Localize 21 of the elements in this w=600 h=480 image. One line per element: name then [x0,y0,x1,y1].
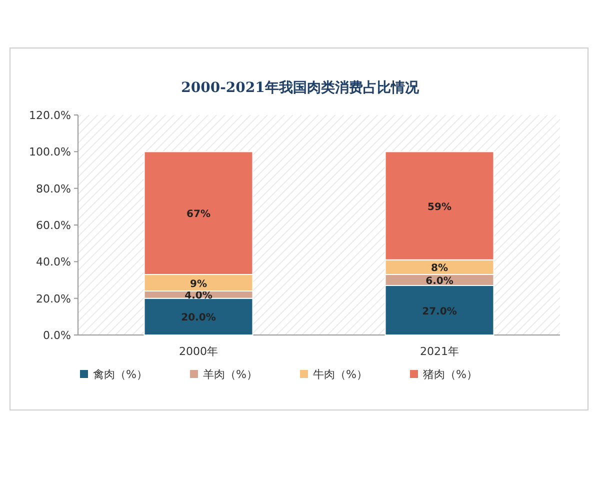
legend-label: 羊肉（%） [203,368,258,381]
data-label: 8% [431,263,448,274]
data-label: 9% [190,278,207,290]
x-tick-label: 2021年 [420,345,459,358]
legend-label: 牛肉（%） [313,368,368,381]
y-tick-label: 20.0% [36,292,71,306]
y-tick-label: 60.0% [36,219,71,232]
data-label: 59% [428,202,452,213]
chart-title: 2000-2021年我国肉类消费占比情况 [181,80,420,96]
y-tick-label: 0.0% [43,329,71,342]
data-label: 6.0% [426,276,454,287]
data-label: 27.0% [422,306,457,318]
y-tick-label: 120.0% [29,109,71,122]
y-tick-label: 80.0% [36,182,71,196]
data-label: 20.0% [181,312,216,324]
x-tick-label: 2000年 [179,345,218,358]
data-label: 67% [186,209,210,220]
y-tick-label: 40.0% [36,256,71,269]
y-tick-label: 100.0% [29,146,71,159]
legend-label: 猪肉（%） [423,368,478,381]
legend-label: 禽肉（%） [93,368,148,381]
